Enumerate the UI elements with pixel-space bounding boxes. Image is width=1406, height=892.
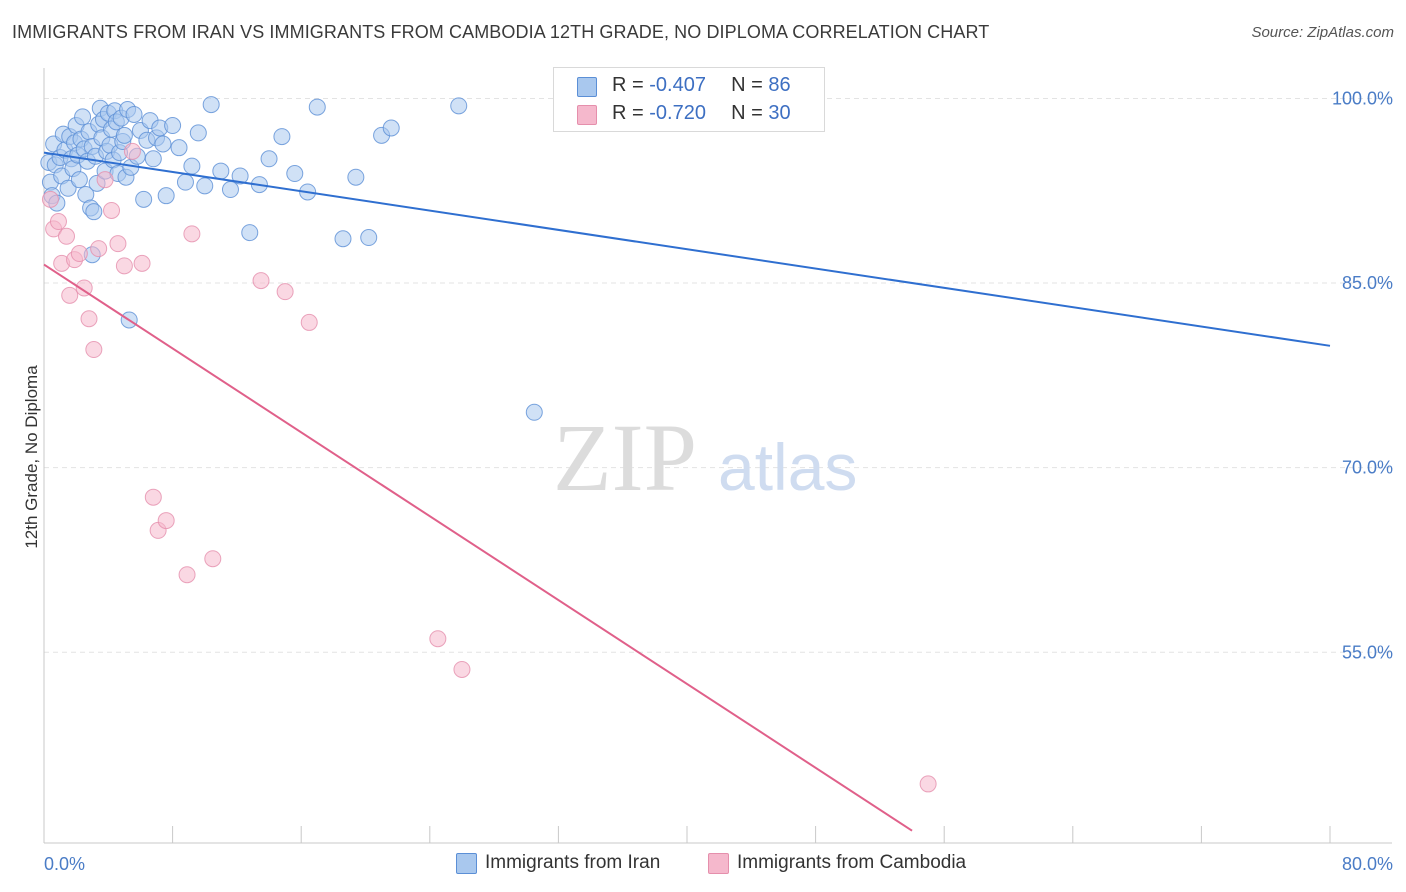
stats-swatch-cambodia bbox=[577, 105, 597, 125]
point-iran bbox=[115, 126, 133, 144]
point-iran bbox=[70, 171, 88, 189]
y-tick-label: 100.0% bbox=[1332, 88, 1393, 108]
stats-n-label: N = bbox=[731, 74, 763, 96]
y-tick-label: 70.0% bbox=[1342, 458, 1393, 478]
watermark: ZIP atlas bbox=[553, 404, 857, 511]
point-cambodia bbox=[96, 171, 114, 189]
point-cambodia bbox=[204, 550, 222, 568]
point-iran bbox=[382, 119, 400, 137]
point-cambodia bbox=[178, 566, 196, 584]
watermark-atlas: atlas bbox=[718, 430, 857, 504]
x-tick-label: 0.0% bbox=[44, 854, 85, 874]
point-cambodia bbox=[58, 227, 76, 245]
stats-n-label: N = bbox=[731, 102, 763, 124]
point-cambodia bbox=[144, 488, 162, 506]
trend-lines bbox=[43, 151, 1331, 832]
point-iran bbox=[176, 173, 194, 191]
point-iran bbox=[360, 229, 378, 247]
point-iran bbox=[273, 128, 291, 146]
legend-label-iran: Immigrants from Iran bbox=[485, 852, 661, 873]
y-tick-label: 85.0% bbox=[1342, 273, 1393, 293]
x-tick-label: 80.0% bbox=[1342, 854, 1393, 874]
source-label: Source: ZipAtlas.com bbox=[1251, 24, 1394, 41]
point-iran bbox=[157, 187, 175, 205]
watermark-zip: ZIP bbox=[553, 404, 697, 511]
point-iran bbox=[260, 150, 278, 168]
data-points bbox=[40, 96, 937, 793]
point-iran bbox=[525, 403, 543, 421]
point-cambodia bbox=[49, 213, 67, 231]
legend-swatch-iran bbox=[456, 853, 477, 874]
trend-line-iran bbox=[43, 151, 1331, 347]
point-cambodia bbox=[103, 201, 121, 219]
point-cambodia bbox=[453, 660, 471, 678]
point-cambodia bbox=[75, 279, 93, 297]
point-cambodia bbox=[252, 272, 270, 290]
point-iran bbox=[125, 105, 143, 123]
point-iran bbox=[202, 96, 220, 114]
stats-r-value: -0.407 bbox=[649, 74, 706, 96]
stats-r-label: R = bbox=[612, 102, 644, 124]
point-cambodia bbox=[80, 310, 98, 328]
point-iran bbox=[154, 135, 172, 153]
point-iran bbox=[347, 168, 365, 186]
point-cambodia bbox=[157, 512, 175, 530]
stats-r-label: R = bbox=[612, 74, 644, 96]
stats-box: R = -0.407 N = 86 R = -0.720 N = 30 bbox=[553, 67, 825, 132]
point-iran bbox=[334, 230, 352, 248]
chart-title: IMMIGRANTS FROM IRAN VS IMMIGRANTS FROM … bbox=[12, 22, 990, 42]
point-iran bbox=[183, 157, 201, 175]
y-tick-label: 55.0% bbox=[1342, 642, 1393, 662]
point-cambodia bbox=[115, 257, 133, 275]
point-cambodia bbox=[109, 235, 127, 253]
trend-line-cambodia bbox=[43, 263, 913, 832]
point-iran bbox=[59, 179, 77, 197]
point-cambodia bbox=[919, 775, 937, 793]
point-iran bbox=[144, 150, 162, 168]
point-cambodia bbox=[276, 283, 294, 301]
point-iran bbox=[164, 117, 182, 135]
point-iran bbox=[241, 224, 259, 242]
stats-n-value: 30 bbox=[768, 102, 791, 124]
point-cambodia bbox=[133, 254, 151, 272]
legend-swatch-cambodia bbox=[708, 853, 729, 874]
point-cambodia bbox=[90, 240, 108, 258]
point-iran bbox=[170, 139, 188, 157]
stats-swatch-iran bbox=[577, 77, 597, 97]
point-iran bbox=[135, 190, 153, 208]
point-iran bbox=[286, 165, 304, 183]
point-cambodia bbox=[123, 142, 141, 160]
point-cambodia bbox=[183, 225, 201, 243]
point-iran bbox=[231, 167, 249, 185]
point-iran bbox=[189, 124, 207, 142]
point-cambodia bbox=[70, 245, 88, 263]
legend-label-cambodia: Immigrants from Cambodia bbox=[737, 852, 967, 873]
tick-labels: 100.0% 85.0% 70.0% 55.0% 0.0% 80.0% bbox=[44, 88, 1393, 874]
point-iran bbox=[85, 203, 103, 221]
stats-r-value: -0.720 bbox=[649, 102, 706, 124]
point-cambodia bbox=[85, 341, 103, 359]
point-cambodia bbox=[429, 630, 447, 648]
point-iran bbox=[308, 98, 326, 116]
point-iran bbox=[221, 181, 239, 199]
point-cambodia bbox=[41, 190, 59, 208]
stats-n-value: 86 bbox=[768, 74, 791, 96]
point-iran bbox=[196, 177, 214, 195]
point-iran bbox=[74, 108, 92, 126]
point-cambodia bbox=[61, 286, 79, 304]
point-iran bbox=[450, 97, 468, 115]
point-cambodia bbox=[300, 313, 318, 331]
point-iran bbox=[212, 162, 230, 180]
